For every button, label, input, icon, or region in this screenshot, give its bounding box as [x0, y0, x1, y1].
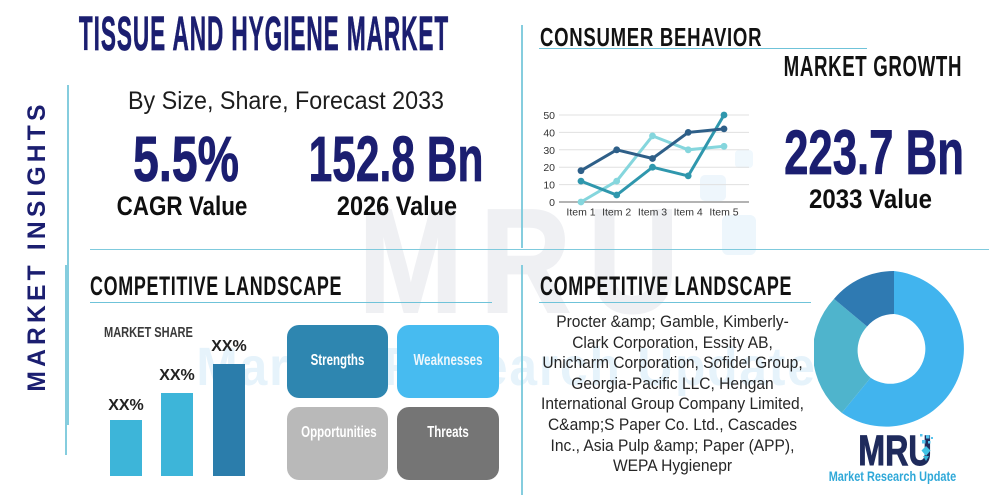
svg-text:Item 3: Item 3 — [638, 207, 667, 219]
svg-text:Item 1: Item 1 — [566, 207, 595, 219]
svg-text:Item 2: Item 2 — [602, 207, 631, 219]
svg-text:0: 0 — [549, 197, 555, 209]
svg-text:10: 10 — [543, 180, 555, 192]
svg-text:20: 20 — [543, 162, 555, 174]
svg-text:40: 40 — [543, 127, 555, 139]
svg-text:Item 5: Item 5 — [709, 207, 738, 219]
svg-text:Item 4: Item 4 — [674, 207, 703, 219]
svg-text:30: 30 — [543, 145, 555, 157]
svg-text:50: 50 — [543, 110, 555, 122]
